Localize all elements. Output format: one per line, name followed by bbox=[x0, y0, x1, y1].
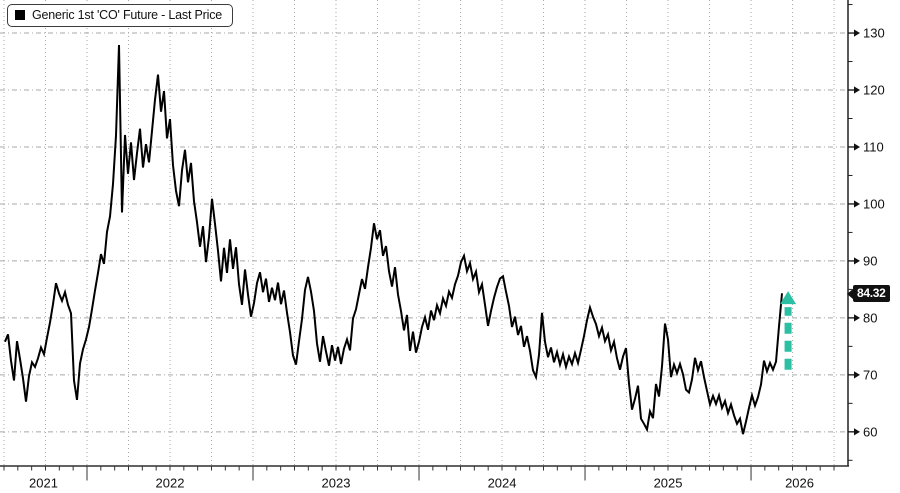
svg-text:120: 120 bbox=[863, 83, 885, 98]
x-axis-year-label: 2024 bbox=[488, 476, 517, 491]
chart-legend[interactable]: Generic 1st 'CO' Future - Last Price bbox=[7, 4, 233, 27]
legend-series-marker bbox=[15, 10, 25, 20]
x-axis-year-label: 2021 bbox=[29, 476, 58, 491]
last-price-tag: 84.32 bbox=[847, 285, 890, 302]
x-axis-year-label: 2026 bbox=[785, 476, 814, 491]
x-axis-year-label: 2025 bbox=[654, 476, 683, 491]
svg-text:70: 70 bbox=[863, 367, 877, 382]
svg-text:90: 90 bbox=[863, 253, 877, 268]
x-axis-year-label: 2022 bbox=[156, 476, 185, 491]
svg-text:110: 110 bbox=[863, 139, 884, 154]
svg-text:60: 60 bbox=[863, 424, 877, 439]
legend-series-label: Generic 1st 'CO' Future - Last Price bbox=[32, 8, 222, 22]
svg-text:100: 100 bbox=[863, 196, 885, 211]
svg-text:80: 80 bbox=[863, 310, 877, 325]
svg-text:130: 130 bbox=[863, 26, 885, 41]
x-axis-year-label: 2023 bbox=[322, 476, 351, 491]
